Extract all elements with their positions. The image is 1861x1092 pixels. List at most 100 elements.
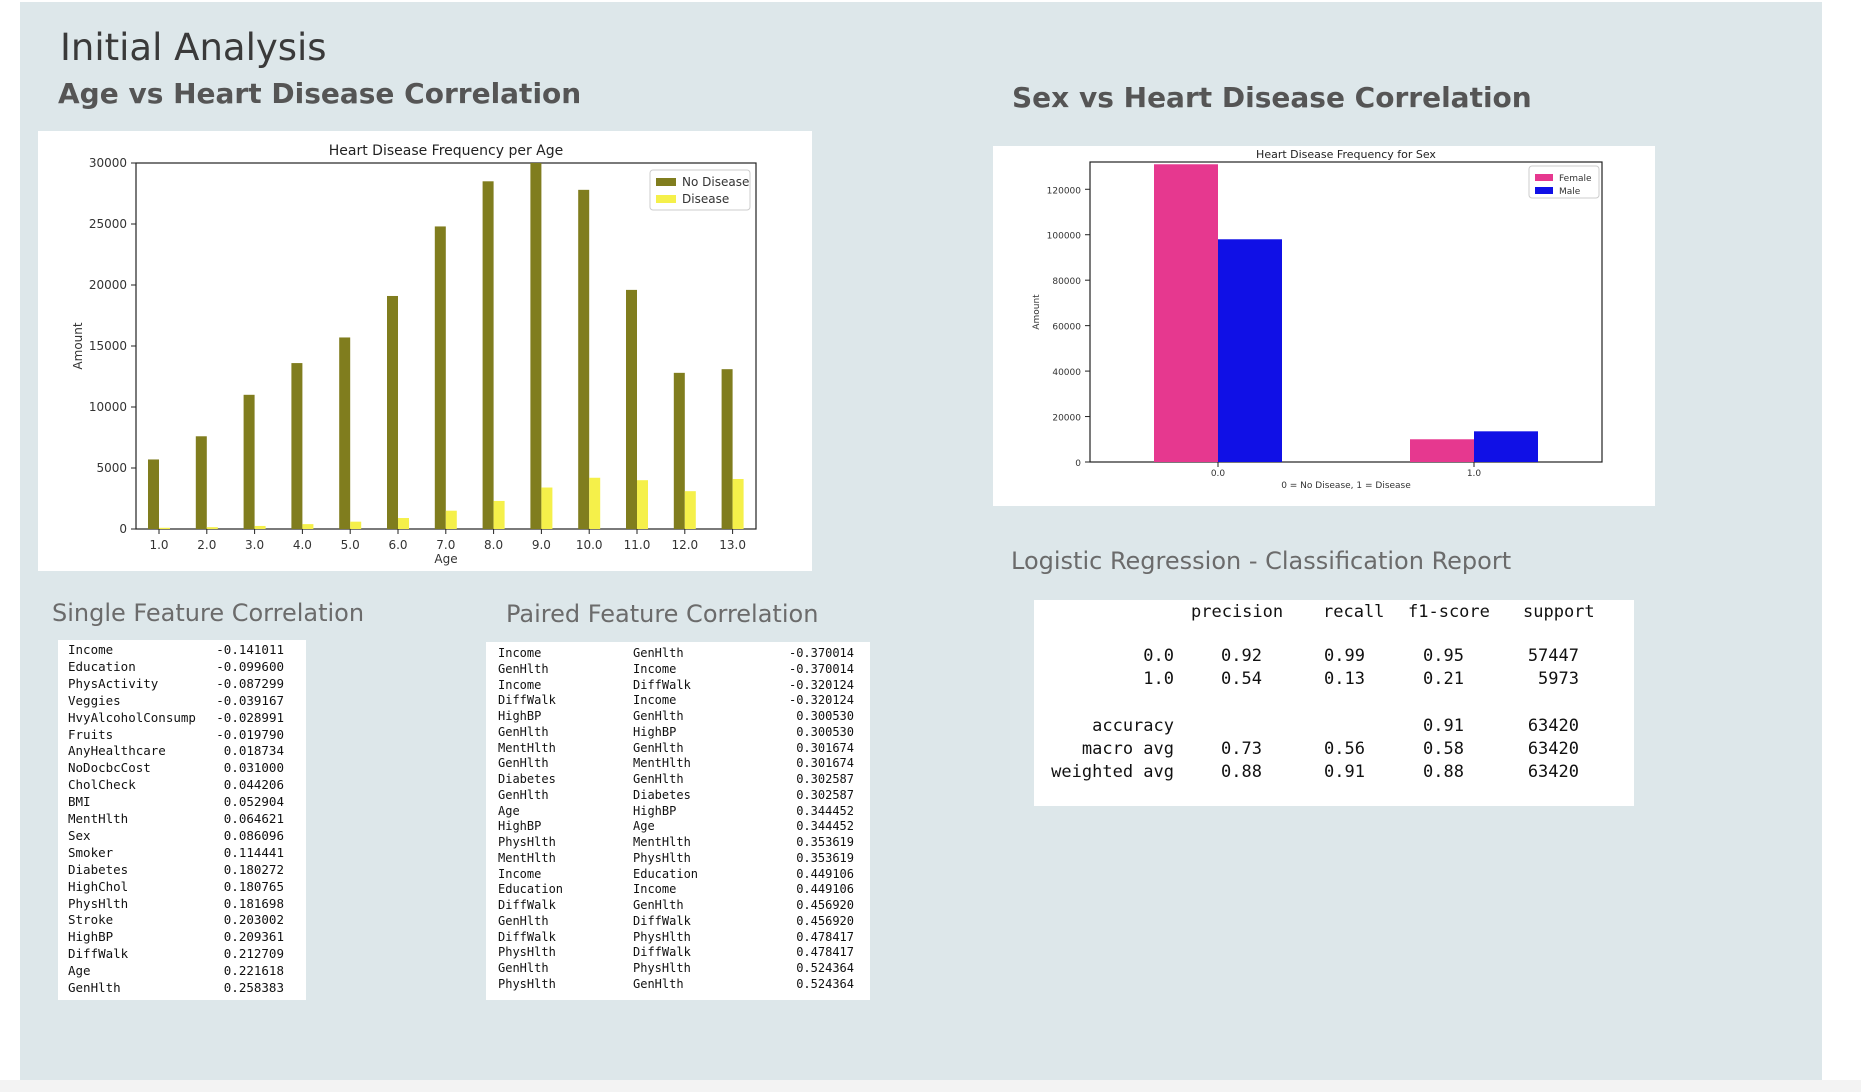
correlation-value: -0.039167 — [216, 692, 284, 708]
correlation-value: 0.353619 — [796, 850, 854, 865]
y-tick-label: 120000 — [1047, 186, 1082, 196]
correlation-value: 0.203002 — [223, 912, 284, 928]
feature-name: HvyAlcoholConsump — [68, 709, 196, 725]
feature-name: Smoker — [68, 844, 114, 860]
report-header: precision — [1191, 602, 1284, 622]
report-cell: 0.58 — [1423, 739, 1464, 759]
y-tick-label: 60000 — [1052, 323, 1081, 333]
bar-disease — [302, 524, 314, 529]
y-tick-label: 20000 — [1052, 414, 1081, 424]
age-chart-card: Heart Disease Frequency per Age 0 5000 1000… — [38, 131, 812, 571]
dashboard-title: Initial Analysis — [60, 26, 327, 69]
legend-swatch — [656, 195, 676, 203]
correlation-value: 0.449106 — [796, 866, 854, 881]
dashboard-canvas: Initial Analysis Age vs Heart Disease Co… — [20, 2, 1822, 1080]
list-item: PhysHlth 0.181698 — [68, 896, 298, 912]
report-cell: 0.99 — [1324, 646, 1365, 666]
feature-b: MentHlth — [633, 835, 691, 849]
report-cell: 0.73 — [1221, 739, 1262, 759]
bar-disease — [684, 491, 696, 529]
x-tick-label: 5.0 — [341, 538, 360, 552]
list-item: GenHlth HighBP 0.300530 — [498, 725, 862, 741]
correlation-value: -0.370014 — [788, 661, 854, 676]
feature-name: HighBP — [68, 929, 114, 945]
report-cell: 57447 — [1527, 646, 1579, 666]
feature-b: DiffWalk — [633, 913, 691, 928]
chart-title: Heart Disease Frequency per Age — [329, 143, 564, 159]
feature-name: MentHlth — [68, 811, 129, 826]
report-header: support — [1523, 602, 1595, 622]
list-item: AnyHealthcare 0.018734 — [68, 743, 298, 759]
correlation-value: 0.181698 — [223, 895, 284, 911]
list-item: Income -0.141011 — [68, 642, 298, 658]
bar-no-disease — [434, 226, 446, 529]
correlation-value: 0.524364 — [796, 976, 854, 991]
sex-section-title: Sex vs Heart Disease Correlation — [1012, 81, 1532, 114]
list-item: MentHlth GenHlth 0.301674 — [498, 741, 862, 757]
bar-no-disease — [291, 363, 303, 529]
feature-a: Diabetes — [498, 772, 556, 786]
paired-correlation-list: Income GenHlth -0.370014 GenHlth Income -0.37… — [498, 646, 862, 998]
correlation-value: 0.052904 — [223, 794, 284, 810]
list-item: Age HighBP 0.344452 — [498, 804, 862, 820]
feature-name: Veggies — [68, 692, 121, 708]
correlation-value: 0.209361 — [223, 929, 284, 945]
report-cell: 0.91 — [1324, 762, 1365, 782]
feature-name: CholCheck — [68, 777, 136, 793]
x-tick-label: 1.0 — [149, 538, 168, 552]
list-item: Stroke 0.203002 — [68, 912, 298, 928]
x-axis-label: Age — [434, 552, 457, 566]
feature-a: GenHlth — [498, 787, 549, 802]
feature-b: DiffWalk — [633, 945, 691, 960]
list-item: NoDocbcCost 0.031000 — [68, 760, 298, 776]
correlation-value: -0.320124 — [788, 693, 854, 708]
correlation-value: 0.044206 — [223, 777, 284, 793]
bar-no-disease — [578, 189, 590, 529]
feature-b: Age — [633, 819, 655, 834]
report-header: f1-score — [1408, 602, 1490, 622]
list-item: Fruits -0.019790 — [68, 727, 298, 743]
correlation-value: 0.258383 — [223, 980, 284, 995]
feature-a: GenHlth — [498, 661, 549, 676]
report-section-title: Logistic Regression - Classification Rep… — [1011, 547, 1512, 575]
correlation-value: 0.456920 — [796, 898, 854, 912]
bar-no-disease — [482, 181, 494, 530]
x-tick-label: 3.0 — [245, 538, 264, 552]
bar-female — [1154, 164, 1218, 462]
report-header: recall — [1323, 602, 1385, 622]
correlation-value: 0.221618 — [223, 963, 284, 979]
feature-b: PhysHlth — [633, 850, 691, 865]
correlation-value: -0.028991 — [216, 709, 284, 725]
correlation-value: -0.019790 — [216, 726, 284, 742]
bar-female — [1410, 439, 1474, 462]
feature-name: NoDocbcCost — [68, 760, 151, 776]
list-item: PhysHlth DiffWalk 0.478417 — [498, 945, 862, 961]
list-item: HvyAlcoholConsump -0.028991 — [68, 710, 298, 726]
feature-a: Income — [498, 677, 542, 692]
y-tick-label: 0 — [119, 522, 127, 536]
list-item: Income Education 0.449106 — [498, 867, 862, 883]
report-cell: 5973 — [1538, 669, 1579, 689]
bar-disease — [350, 521, 362, 529]
feature-name: Diabetes — [68, 861, 129, 877]
list-item: MentHlth PhysHlth 0.353619 — [498, 851, 862, 867]
x-tick-label: 13.0 — [719, 538, 746, 552]
report-cell: 0.54 — [1221, 669, 1262, 689]
report-row-label: macro avg — [1081, 739, 1174, 759]
x-tick-label: 2.0 — [197, 538, 216, 552]
correlation-value: -0.320124 — [788, 677, 854, 692]
feature-a: GenHlth — [498, 961, 549, 975]
list-item: Income DiffWalk -0.320124 — [498, 678, 862, 694]
legend-swatch — [656, 178, 676, 186]
list-item: GenHlth DiffWalk 0.456920 — [498, 914, 862, 930]
bar-disease — [589, 477, 601, 529]
correlation-value: 0.180765 — [223, 878, 284, 894]
feature-a: MentHlth — [498, 850, 556, 865]
report-cell: 0.88 — [1423, 762, 1464, 782]
feature-name: AnyHealthcare — [68, 743, 166, 759]
correlation-value: 0.064621 — [223, 811, 284, 826]
feature-a: Age — [498, 803, 520, 818]
list-item: GenHlth 0.258383 — [68, 980, 298, 996]
list-item: GenHlth Income -0.370014 — [498, 662, 862, 678]
bar-disease — [493, 500, 505, 529]
